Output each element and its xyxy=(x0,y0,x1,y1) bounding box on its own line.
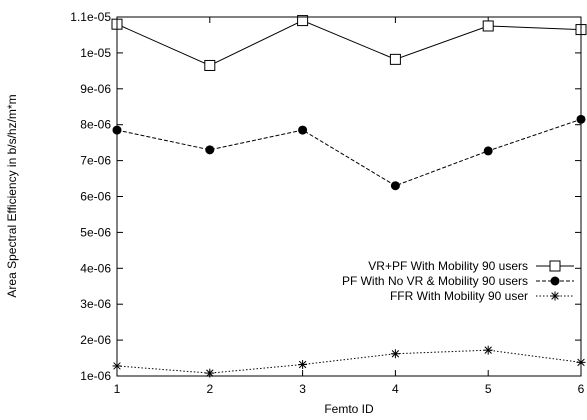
y-tick-label: 1.1e-05 xyxy=(70,10,111,24)
x-tick-label: 5 xyxy=(485,382,492,396)
series-2 xyxy=(112,114,586,191)
data-point xyxy=(389,53,401,65)
y-tick-label: 2e-06 xyxy=(80,333,111,347)
data-point xyxy=(297,15,309,27)
x-tick-label: 6 xyxy=(578,382,585,396)
series-layer xyxy=(111,15,587,378)
legend-marker xyxy=(550,291,560,301)
y-tick-label: 3e-06 xyxy=(80,297,111,311)
data-point xyxy=(204,59,216,71)
y-tick-label: 1e-06 xyxy=(80,369,111,383)
y-tick-label: 9e-06 xyxy=(80,82,111,96)
legend-item: VR+PF With Mobility 90 users xyxy=(368,259,574,273)
data-point xyxy=(390,349,400,359)
y-tick-label: 7e-06 xyxy=(80,154,111,168)
x-tick-label: 1 xyxy=(114,382,121,396)
data-point xyxy=(298,125,308,135)
x-axis-ticks: 1 2 3 4 5 6 xyxy=(114,17,585,396)
legend-label: FFR With Mobility 90 user xyxy=(390,289,528,303)
x-tick-label: 2 xyxy=(206,382,213,396)
y-tick-label: 5e-06 xyxy=(80,225,111,239)
y-tick-label: 8e-06 xyxy=(80,118,111,132)
data-point xyxy=(390,181,400,191)
x-tick-label: 3 xyxy=(299,382,306,396)
series-line xyxy=(116,118,582,187)
data-point xyxy=(483,146,493,156)
y-axis-label: Area Spectral Efficiency in b/s/hz/m*m xyxy=(5,94,19,297)
y-tick-label: 6e-06 xyxy=(80,190,111,204)
y-axis-ticks: 1e-06 2e-06 3e-06 4e-06 5e-06 6e-06 7e-06 8e-06… xyxy=(70,10,581,383)
data-point xyxy=(483,345,493,355)
y-tick-label: 1e-05 xyxy=(80,46,111,60)
legend-label: PF With No VR & Mobility 90 users xyxy=(342,274,528,288)
x-tick-label: 4 xyxy=(392,382,399,396)
data-point xyxy=(482,20,494,32)
data-point xyxy=(298,360,308,370)
legend-item: FFR With Mobility 90 user xyxy=(390,289,574,303)
x-axis-label: Femto ID xyxy=(324,402,374,416)
legend-label: VR+PF With Mobility 90 users xyxy=(368,259,528,273)
legend-marker xyxy=(550,276,560,286)
data-point xyxy=(205,145,215,155)
series-line xyxy=(116,20,582,67)
series-1 xyxy=(111,15,587,71)
legend-item: PF With No VR & Mobility 90 users xyxy=(342,274,574,288)
legend-marker xyxy=(549,260,561,272)
series-line xyxy=(116,349,582,374)
series-3 xyxy=(112,345,586,378)
y-tick-label: 4e-06 xyxy=(80,261,111,275)
plot-frame xyxy=(116,16,582,377)
